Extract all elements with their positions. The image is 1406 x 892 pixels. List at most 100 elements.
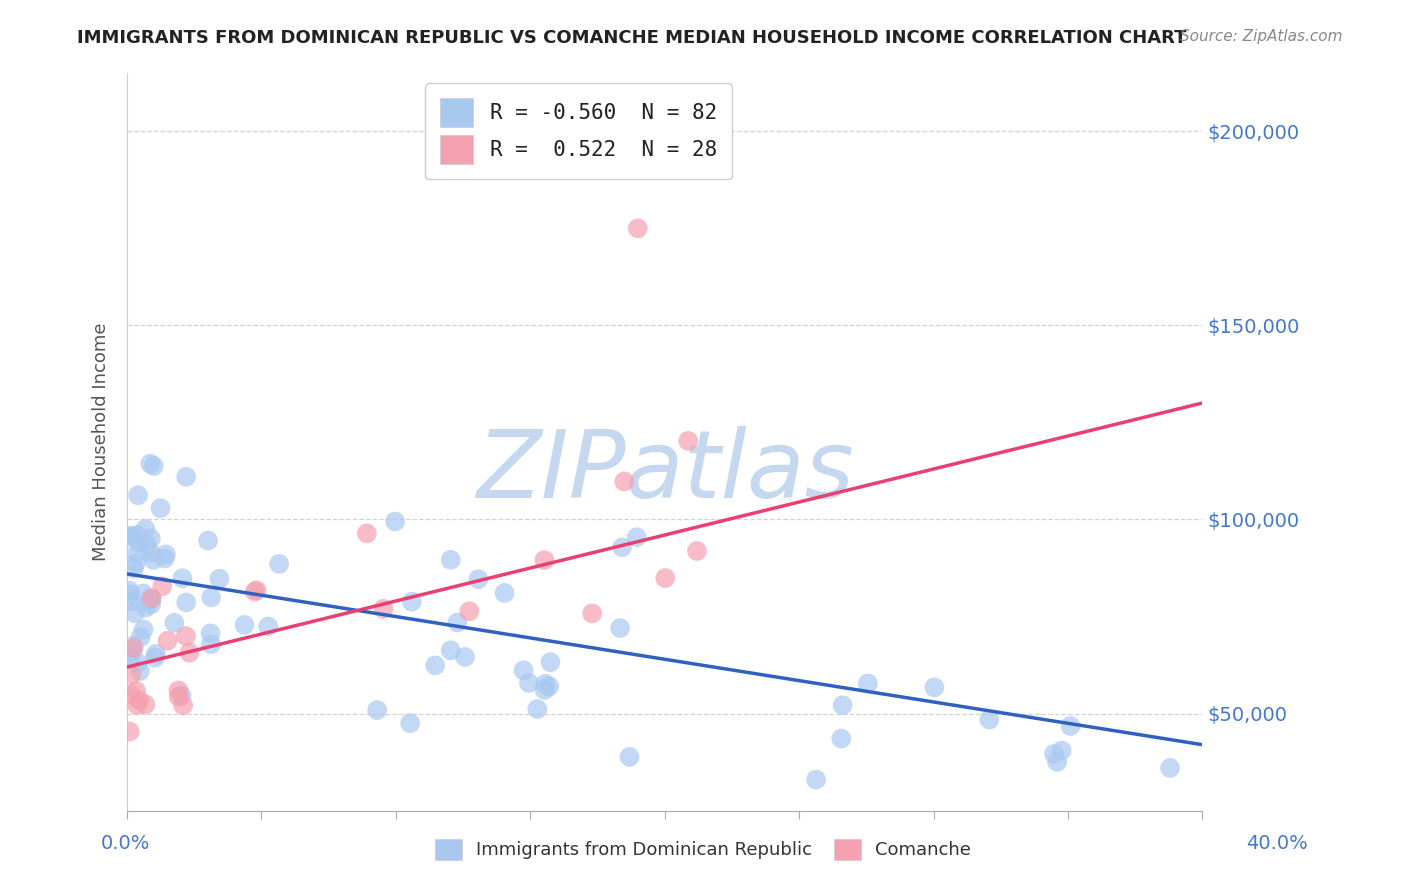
Point — [446, 615, 468, 630]
Point — [454, 649, 477, 664]
Point — [153, 551, 176, 566]
Point — [145, 647, 167, 661]
Point — [610, 541, 633, 555]
Point — [373, 602, 395, 616]
Point — [120, 688, 142, 702]
Point — [150, 579, 173, 593]
Text: ZIPatlas: ZIPatlas — [475, 425, 853, 516]
Point — [269, 557, 291, 571]
Point — [156, 633, 179, 648]
Point — [122, 639, 145, 653]
Point — [613, 475, 636, 489]
Point — [141, 591, 163, 606]
Point — [197, 533, 219, 548]
Point — [141, 591, 163, 606]
Point — [533, 553, 555, 567]
Point — [200, 591, 222, 605]
Point — [118, 583, 141, 598]
Point — [1046, 755, 1069, 769]
Legend: Immigrants from Dominican Republic, Comanche: Immigrants from Dominican Republic, Coma… — [427, 831, 979, 867]
Point — [830, 731, 852, 746]
Point — [384, 515, 406, 529]
Point — [804, 772, 827, 787]
Point — [626, 530, 648, 544]
Point — [246, 583, 269, 598]
Point — [831, 698, 853, 713]
Point — [118, 588, 141, 602]
Point — [423, 658, 446, 673]
Point — [467, 572, 489, 586]
Point — [458, 604, 481, 618]
Point — [120, 595, 142, 609]
Point — [118, 651, 141, 665]
Point — [533, 682, 555, 697]
Point — [143, 650, 166, 665]
Y-axis label: Median Household Income: Median Household Income — [93, 323, 110, 561]
Point — [124, 606, 146, 620]
Point — [174, 595, 197, 609]
Point — [139, 546, 162, 560]
Point — [172, 698, 194, 713]
Point — [122, 562, 145, 576]
Point — [654, 571, 676, 585]
Point — [139, 457, 162, 471]
Point — [676, 434, 699, 448]
Point — [118, 529, 141, 543]
Point — [129, 630, 152, 644]
Point — [125, 556, 148, 570]
Point — [581, 607, 603, 621]
Point — [534, 677, 557, 691]
Point — [142, 458, 165, 473]
Point — [1159, 761, 1181, 775]
Point — [138, 592, 160, 607]
Point — [155, 548, 177, 562]
Legend: R = -0.560  N = 82, R =  0.522  N = 28: R = -0.560 N = 82, R = 0.522 N = 28 — [426, 83, 733, 178]
Point — [200, 637, 222, 651]
Point — [120, 529, 142, 543]
Point — [125, 546, 148, 560]
Point — [128, 693, 150, 707]
Point — [129, 664, 152, 678]
Point — [135, 600, 157, 615]
Text: Source: ZipAtlas.com: Source: ZipAtlas.com — [1180, 29, 1343, 44]
Point — [208, 572, 231, 586]
Point — [121, 643, 143, 657]
Point — [257, 619, 280, 633]
Point — [243, 584, 266, 599]
Point — [134, 698, 156, 712]
Point — [163, 615, 186, 630]
Point — [924, 681, 946, 695]
Point — [127, 528, 149, 542]
Point — [122, 640, 145, 655]
Point — [127, 656, 149, 670]
Point — [512, 664, 534, 678]
Point — [1043, 747, 1066, 761]
Point — [132, 586, 155, 600]
Point — [401, 595, 423, 609]
Point — [127, 536, 149, 550]
Point — [139, 532, 162, 546]
Point — [125, 698, 148, 712]
Point — [627, 221, 650, 235]
Point — [125, 684, 148, 698]
Point — [609, 621, 631, 635]
Point — [120, 668, 142, 682]
Point — [172, 571, 194, 585]
Point — [1059, 719, 1081, 733]
Point — [538, 655, 561, 669]
Point — [136, 538, 159, 552]
Text: IMMIGRANTS FROM DOMINICAN REPUBLIC VS COMANCHE MEDIAN HOUSEHOLD INCOME CORRELATI: IMMIGRANTS FROM DOMINICAN REPUBLIC VS CO… — [77, 29, 1187, 46]
Point — [174, 470, 197, 484]
Point — [517, 676, 540, 690]
Point — [856, 676, 879, 690]
Point — [538, 679, 561, 693]
Point — [118, 724, 141, 739]
Point — [440, 643, 463, 657]
Point — [440, 553, 463, 567]
Point — [174, 629, 197, 643]
Point — [494, 586, 516, 600]
Point — [1050, 743, 1073, 757]
Point — [526, 702, 548, 716]
Point — [167, 683, 190, 698]
Point — [619, 750, 641, 764]
